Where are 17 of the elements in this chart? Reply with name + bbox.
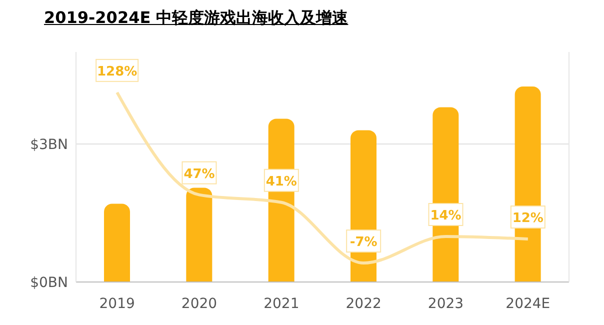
bar [104,204,130,282]
x-tick-label: 2022 [346,296,382,312]
x-tick-label: 2020 [181,296,218,312]
y-tick-label: $0BN [30,274,68,291]
y-tick-label: $3BN [30,136,68,153]
data-label: 41% [266,174,297,190]
x-tick-label: 2019 [99,296,135,312]
x-tick-label: 2021 [264,296,300,312]
chart-title: 2019-2024E 中轻度游戏出海收入及增速 [44,8,350,29]
bar [186,188,212,282]
data-label: 14% [430,208,462,224]
data-label: -7% [350,235,378,250]
data-label: 47% [184,166,215,182]
x-tick-label: 2023 [428,296,464,312]
x-tick-label: 2024E [506,296,550,312]
data-label: 12% [512,211,544,226]
data-label: 128% [96,64,138,80]
